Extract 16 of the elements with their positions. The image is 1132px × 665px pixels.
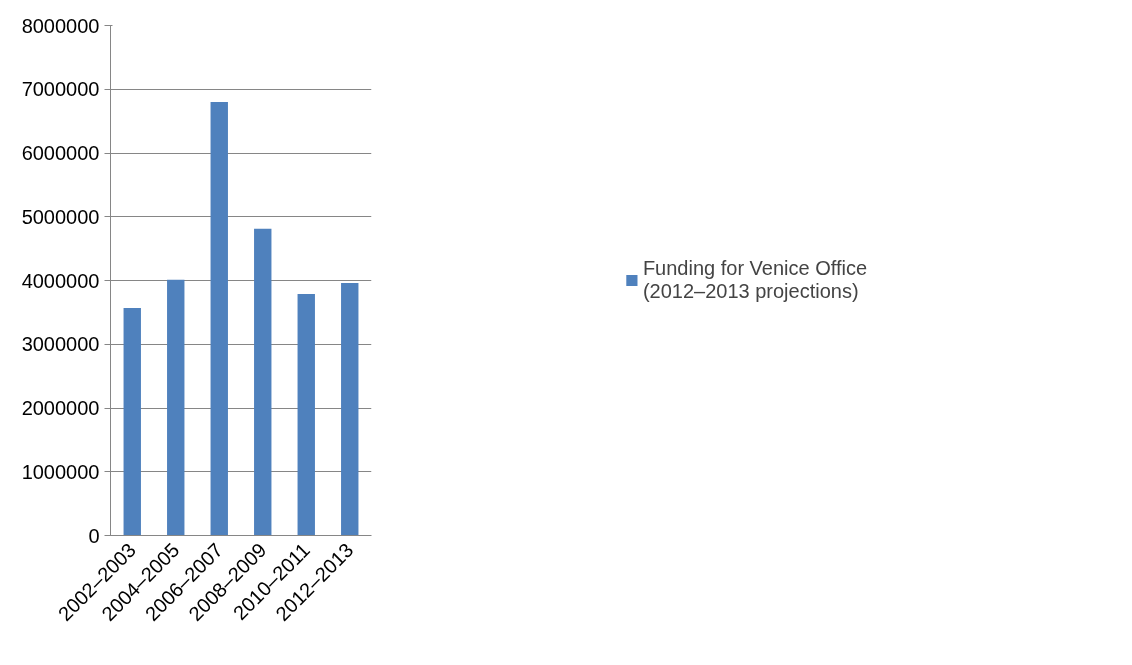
- y-tick-label: 7000000: [21, 78, 100, 101]
- y-tick-label: 4000000: [21, 269, 100, 292]
- bar: [341, 283, 359, 536]
- y-tick-label: 6000000: [21, 142, 100, 164]
- y-tick-label: 3000000: [21, 333, 100, 356]
- y-tick-label: 5000000: [21, 205, 100, 228]
- bar: [254, 228, 272, 536]
- y-tick-label: 0: [88, 524, 100, 547]
- y-tick-label: 1000000: [21, 460, 100, 483]
- bar: [297, 293, 315, 536]
- bar: [210, 102, 228, 536]
- y-tick-label: 8000000: [21, 14, 100, 37]
- bar: [123, 307, 141, 536]
- y-tick-label: 2000000: [21, 397, 100, 419]
- legend-label: Funding for Venice Office (2012–2013 projections): [642, 257, 868, 303]
- bar: [167, 279, 185, 536]
